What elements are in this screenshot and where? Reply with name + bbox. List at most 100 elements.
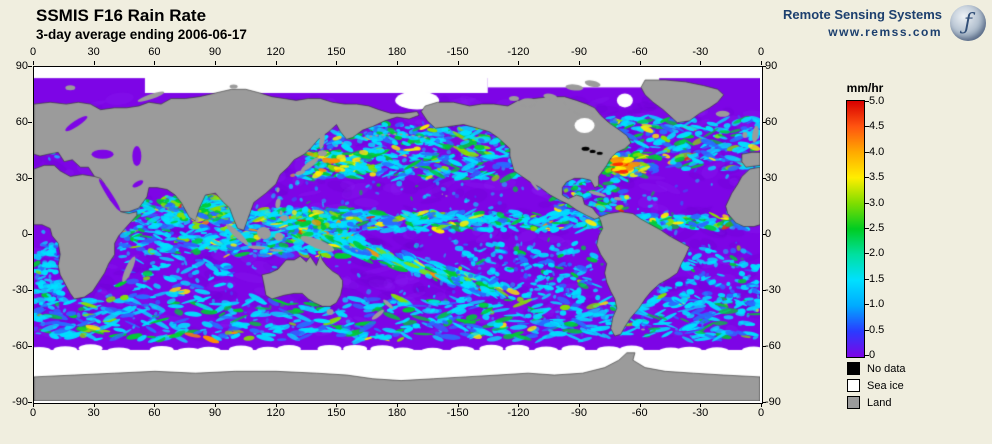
brand-name: Remote Sensing Systems — [783, 7, 942, 22]
colorbar-tick-label: 0.5 — [869, 323, 885, 336]
lon-tick-label-bottom: -90 — [571, 407, 587, 419]
colorbar — [846, 100, 865, 358]
colorbar-tick-mark — [864, 355, 869, 356]
lon-tick-label-bottom: 0 — [757, 407, 765, 419]
lat-tick-label-right: -60 — [765, 340, 781, 352]
colorbar-unit: mm/hr — [846, 81, 884, 95]
colorbar-tick-mark — [864, 101, 869, 102]
colorbar-tick-label: 2.0 — [869, 247, 885, 260]
logo-script-f-icon: ƒ — [963, 10, 973, 35]
colorbar-tick-label: 1.5 — [869, 272, 885, 285]
lon-tick-mark-bottom — [397, 403, 398, 407]
colorbar-tick-mark — [864, 228, 869, 229]
lat-tick-mark-left — [28, 122, 32, 123]
lon-tick-mark-bottom — [579, 403, 580, 407]
lon-tick-mark-top — [93, 61, 95, 65]
lon-tick-mark-bottom — [275, 403, 277, 407]
lon-tick-label-bottom: -30 — [692, 407, 709, 419]
lat-tick-mark-right — [762, 346, 766, 347]
colorbar-tick-mark — [864, 304, 869, 306]
map-frame — [33, 66, 763, 404]
branding: Remote Sensing Systems www.remss.com ƒ — [783, 5, 986, 41]
lat-tick-mark-right — [762, 178, 766, 179]
lon-tick-label-bottom: -120 — [507, 407, 530, 419]
lat-tick-label-left: 0 — [21, 228, 28, 240]
lon-tick-label-bottom: 30 — [87, 407, 100, 419]
lon-tick-label-top: -150 — [446, 46, 469, 58]
colorbar-tick-mark — [864, 151, 869, 153]
remss-globe-logo: ƒ — [950, 5, 986, 41]
lon-tick-mark-top — [154, 61, 156, 65]
colorbar-tick-label: 4.0 — [869, 145, 885, 158]
lon-tick-mark-bottom — [761, 403, 762, 407]
colorbar-tick-label: 3.0 — [869, 196, 885, 209]
lon-tick-label-top: 90 — [208, 46, 222, 58]
lon-tick-mark-top — [700, 61, 702, 65]
lon-tick-mark-top — [33, 61, 34, 65]
colorbar-tick-label: 3.5 — [869, 171, 885, 184]
lon-tick-label-top: 150 — [327, 46, 346, 58]
lat-tick-label-right: -30 — [765, 284, 781, 296]
lon-tick-mark-top — [336, 61, 338, 65]
lat-tick-label-right: -90 — [765, 396, 781, 408]
lon-tick-mark-top — [215, 61, 216, 65]
lat-tick-mark-left — [28, 66, 32, 67]
page-subtitle: 3-day average ending 2006-06-17 — [36, 27, 247, 42]
lon-tick-mark-bottom — [154, 403, 156, 407]
lon-tick-mark-top — [457, 61, 459, 65]
lon-tick-mark-bottom — [700, 403, 702, 407]
colorbar-tick-mark — [864, 126, 869, 128]
lat-tick-mark-left — [28, 290, 32, 291]
legend-swatch — [847, 362, 860, 375]
lat-tick-label-left: -90 — [12, 396, 28, 408]
colorbar-tick-label: 4.5 — [869, 120, 885, 133]
lon-tick-label-top: 30 — [87, 46, 100, 58]
lat-tick-label-left: -60 — [12, 340, 28, 352]
colorbar-tick-mark — [864, 202, 869, 204]
brand-text: Remote Sensing Systems www.remss.com — [783, 7, 942, 39]
lon-tick-mark-bottom — [33, 403, 34, 407]
colorbar-tick-label: 0 — [869, 349, 876, 361]
legend-swatch — [847, 379, 860, 392]
lat-tick-mark-left — [28, 346, 32, 347]
lat-tick-mark-right — [762, 122, 766, 123]
lon-tick-mark-top — [761, 61, 762, 65]
lat-tick-mark-left — [28, 178, 32, 179]
lon-tick-label-top: 0 — [29, 46, 37, 58]
page-title: SSMIS F16 Rain Rate — [36, 6, 207, 25]
lon-tick-label-top: 0 — [757, 46, 765, 58]
legend-item-no-data: No data — [847, 362, 906, 375]
lon-tick-mark-top — [275, 61, 277, 65]
lat-tick-label-right: 30 — [765, 172, 778, 184]
lon-tick-label-top: 120 — [266, 46, 285, 58]
lat-tick-mark-right — [762, 234, 766, 235]
legend-label: No data — [867, 362, 906, 375]
lon-tick-label-bottom: 0 — [29, 407, 37, 419]
lon-tick-label-bottom: -60 — [631, 407, 648, 419]
lon-tick-label-top: -60 — [631, 46, 648, 58]
lat-tick-label-left: 60 — [15, 116, 28, 128]
lon-tick-label-bottom: 180 — [387, 407, 407, 419]
colorbar-tick-label: 5.0 — [869, 95, 885, 107]
lat-tick-label-left: 30 — [15, 172, 28, 184]
rain-rate-map — [34, 67, 760, 401]
lat-tick-label-left: -30 — [12, 284, 28, 296]
lon-tick-label-bottom: 150 — [327, 407, 346, 419]
lon-tick-label-bottom: -150 — [446, 407, 469, 419]
lon-tick-mark-top — [518, 61, 520, 65]
colorbar-tick-mark — [864, 278, 869, 280]
legend-label: Sea ice — [867, 379, 904, 392]
lon-tick-mark-top — [397, 61, 398, 65]
lon-tick-label-top: 180 — [387, 46, 407, 58]
lon-tick-mark-bottom — [336, 403, 338, 407]
legend-label: Land — [867, 396, 892, 409]
lon-tick-label-bottom: 90 — [208, 407, 222, 419]
lat-tick-mark-right — [762, 290, 766, 291]
colorbar-tick-mark — [864, 177, 869, 179]
lat-tick-label-right: 60 — [765, 116, 778, 128]
lat-tick-mark-left — [28, 402, 32, 403]
lat-tick-mark-right — [762, 402, 766, 403]
remss-link[interactable]: www.remss.com — [828, 25, 942, 39]
legend-swatch — [847, 396, 860, 409]
